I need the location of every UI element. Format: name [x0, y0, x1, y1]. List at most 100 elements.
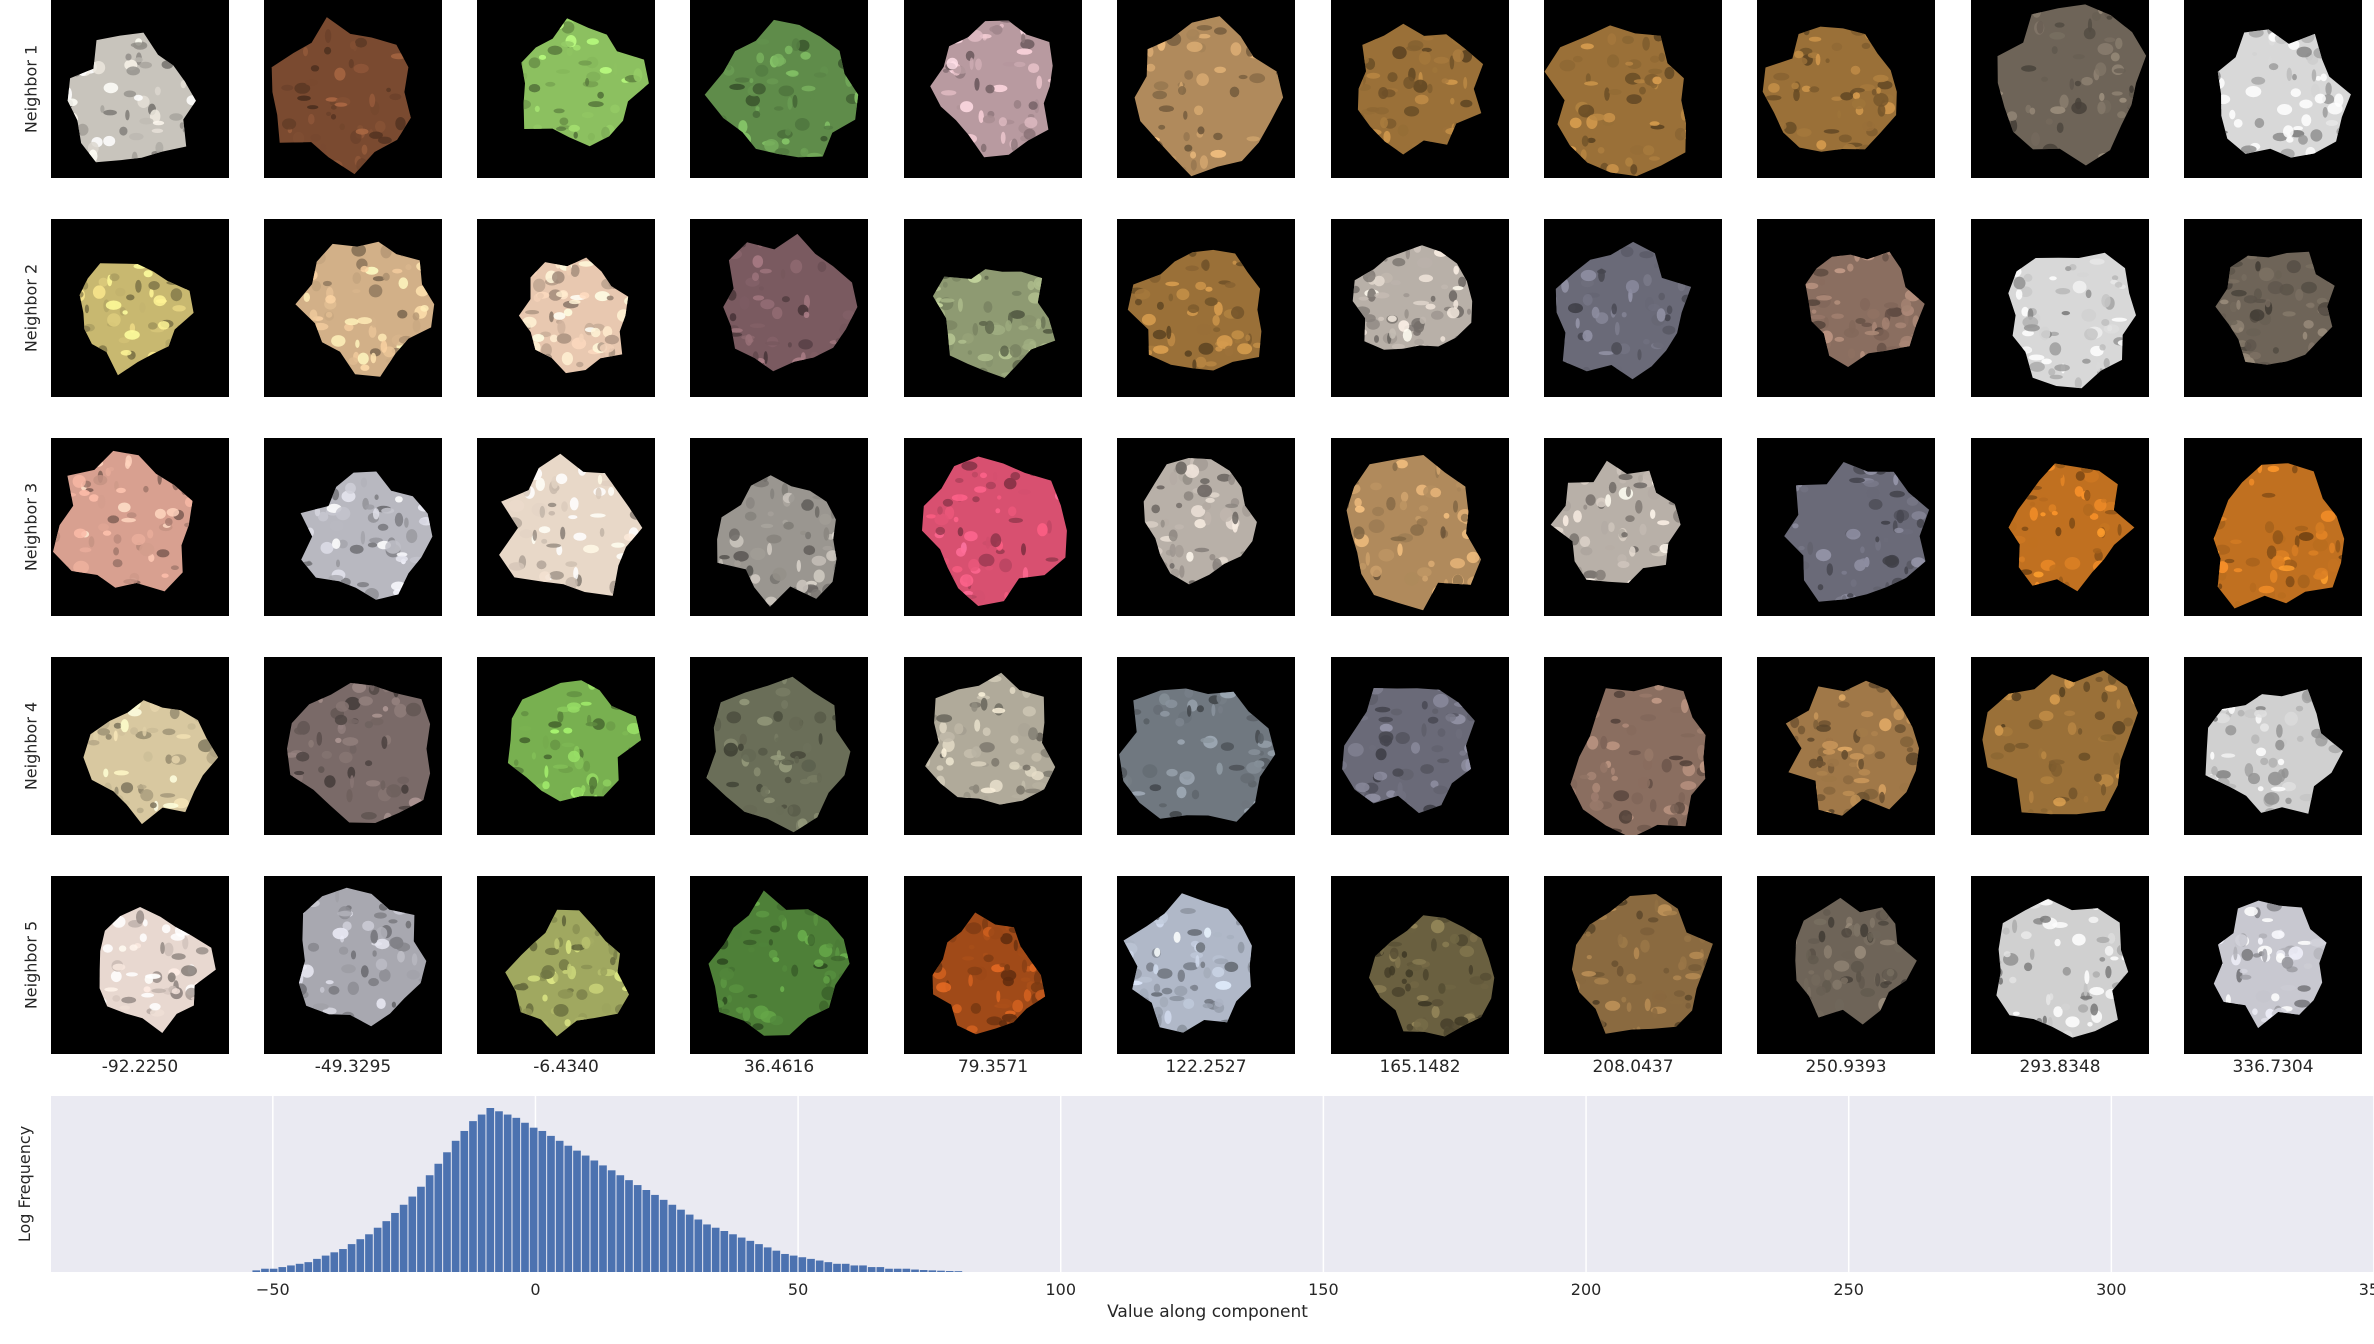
neighbor-image — [1544, 876, 1722, 1054]
histogram-bar — [503, 1114, 512, 1272]
texture-patch — [499, 453, 643, 596]
x-tick-label: 100 — [1045, 1280, 1076, 1299]
histogram-bar — [651, 1194, 659, 1272]
histogram-bar — [642, 1190, 651, 1272]
column-value-label: 79.3571 — [957, 1057, 1029, 1077]
histogram-bar — [391, 1212, 399, 1272]
texture-patch — [271, 17, 411, 175]
texture-patch — [1544, 25, 1686, 177]
histogram-bar — [399, 1204, 408, 1272]
neighbor-image — [1331, 438, 1509, 616]
texture-patch — [1555, 241, 1692, 380]
x-tick-label: 250 — [1833, 1280, 1864, 1299]
texture-patch — [2008, 252, 2136, 389]
texture-patch — [1795, 897, 1917, 1025]
texture-patch — [2217, 29, 2351, 158]
texture-patch — [922, 456, 1067, 606]
texture-patch — [67, 32, 196, 163]
neighbor-image — [1757, 438, 1935, 616]
histogram-bar — [547, 1135, 555, 1272]
histogram-bar — [599, 1165, 607, 1272]
texture-patch — [1134, 16, 1284, 177]
histogram-bar — [737, 1237, 746, 1272]
texture-patch — [2215, 251, 2335, 365]
neighbor-image — [1331, 0, 1509, 178]
neighbor-image — [1757, 876, 1935, 1054]
histogram-bar — [287, 1265, 295, 1272]
histogram-bar — [451, 1140, 460, 1272]
histogram-bar — [295, 1263, 304, 1272]
neighbor-image — [690, 0, 868, 178]
neighbor-image — [51, 876, 229, 1054]
neighbor-image — [477, 657, 655, 835]
texture-patch — [1352, 245, 1473, 350]
texture-patch — [1785, 680, 1919, 816]
texture-patch — [2213, 900, 2327, 1029]
texture-patch — [507, 680, 642, 802]
histogram-bar — [434, 1163, 443, 1272]
neighbor-image — [1117, 876, 1295, 1054]
histogram-bar — [304, 1262, 313, 1272]
texture-patch — [704, 19, 859, 158]
histogram-bar — [659, 1199, 668, 1272]
histogram-bar — [911, 1269, 919, 1272]
column-value-label: -49.3295 — [314, 1057, 392, 1077]
histogram-bar — [859, 1265, 867, 1272]
texture-patch — [1570, 685, 1706, 835]
histogram-bar — [945, 1271, 954, 1272]
histogram-bar — [885, 1268, 893, 1272]
neighbor-image — [1117, 657, 1295, 835]
texture-patch — [53, 450, 193, 592]
histogram-bar — [954, 1271, 963, 1272]
neighbor-image — [1757, 219, 1935, 397]
histogram-bar — [625, 1180, 633, 1272]
neighbor-image — [1331, 657, 1509, 835]
neighbor-image — [904, 876, 1082, 1054]
histogram-bar — [373, 1227, 382, 1272]
neighbor-image — [51, 0, 229, 178]
neighbor-image — [1544, 0, 1722, 178]
neighbor-image — [2184, 438, 2362, 616]
neighbor-image — [1331, 219, 1509, 397]
texture-patch — [1123, 893, 1252, 1033]
neighbor-image — [264, 438, 442, 616]
histogram-bar — [677, 1209, 685, 1272]
neighbor-image — [1971, 219, 2149, 397]
column-value-label: 336.7304 — [2232, 1057, 2314, 1077]
histogram-bar — [789, 1255, 798, 1272]
x-tick-label: 300 — [2096, 1280, 2127, 1299]
histogram-bar — [919, 1270, 928, 1272]
texture-patch — [99, 907, 216, 1033]
x-tick-label: 350 — [2359, 1280, 2374, 1299]
neighbor-image — [264, 876, 442, 1054]
plot-area — [51, 1096, 2374, 1272]
column-value-label: 250.9393 — [1805, 1057, 1887, 1077]
histogram-bar — [512, 1117, 521, 1272]
neighbor-image — [264, 219, 442, 397]
histogram-bar — [382, 1221, 391, 1272]
histogram-bar — [607, 1170, 616, 1272]
column-value-label: 208.0437 — [1592, 1057, 1674, 1077]
texture-patch — [79, 263, 194, 376]
texture-patch — [925, 672, 1056, 805]
histogram-bar — [720, 1231, 729, 1272]
texture-patch — [287, 682, 431, 824]
texture-patch — [521, 18, 649, 147]
texture-patch — [930, 20, 1053, 158]
neighbor-image — [1544, 219, 1722, 397]
column-value-label: 36.4616 — [743, 1057, 815, 1077]
histogram-bar — [841, 1263, 850, 1272]
histogram-bar — [486, 1108, 495, 1272]
column-value-label: 122.2527 — [1165, 1057, 1247, 1077]
histogram-bar — [590, 1160, 599, 1272]
histogram-bar — [339, 1249, 347, 1272]
histogram-bar — [555, 1140, 564, 1272]
histogram-bar — [495, 1111, 503, 1272]
histogram-bar — [521, 1122, 529, 1272]
histogram-bar — [798, 1257, 807, 1272]
x-axis-label: Value along component — [1107, 1302, 1308, 1322]
row-label: Neighbor 5 — [21, 920, 41, 1010]
texture-patch — [1346, 455, 1481, 611]
histogram-bar — [269, 1268, 278, 1272]
neighbor-image — [690, 876, 868, 1054]
